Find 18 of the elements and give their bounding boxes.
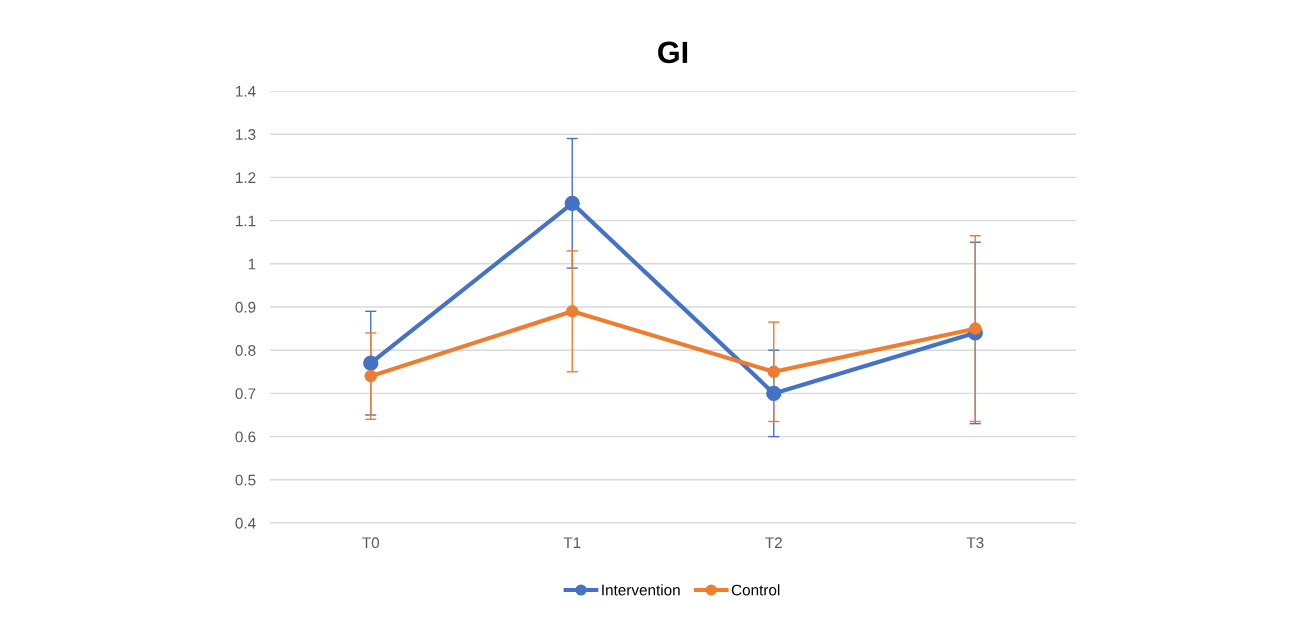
y-tick-label: 1 xyxy=(248,258,256,270)
y-tick-label: 0.7 xyxy=(235,388,256,400)
x-tick-label: T1 xyxy=(563,537,581,548)
legend-label: Control xyxy=(731,584,780,596)
y-tick-label: 1.3 xyxy=(236,129,256,140)
y-tick-label: 0.6 xyxy=(235,431,256,443)
y-tick-label: 1.4 xyxy=(236,86,256,97)
x-tick-label: T3 xyxy=(966,537,984,549)
y-tick-label: 0.8 xyxy=(235,345,256,356)
y-tick-label: 1.2 xyxy=(236,172,256,183)
chart-title: GI xyxy=(658,41,688,64)
y-tick-label: 0.4 xyxy=(235,517,256,529)
x-tick-label: T2 xyxy=(765,537,782,548)
legend-label: Intervention xyxy=(602,584,680,596)
x-tick-label: T0 xyxy=(362,537,380,549)
y-tick-label: 0.9 xyxy=(235,301,256,313)
y-tick-label: 1.1 xyxy=(236,215,256,227)
y-tick-label: 0.5 xyxy=(235,474,256,486)
